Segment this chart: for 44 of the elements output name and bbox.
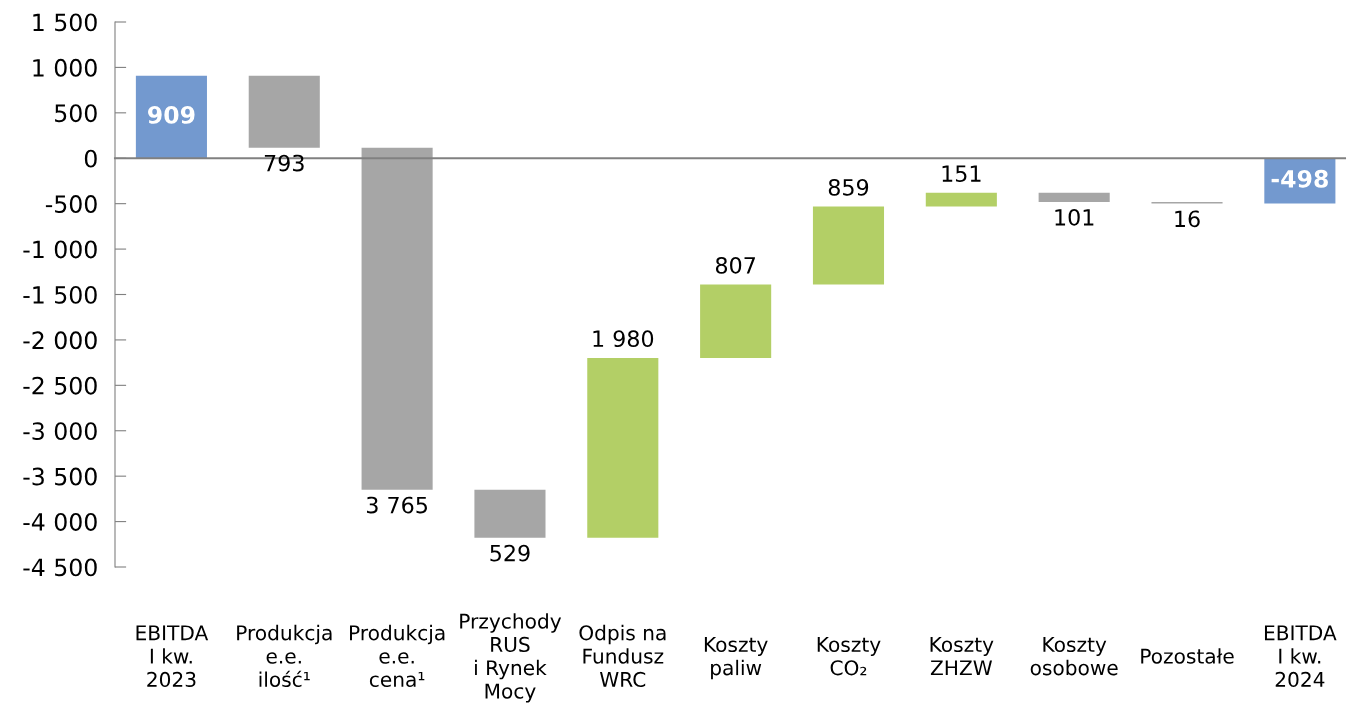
x-tick-label: EBITDA I kw. 2023 (136, 625, 209, 688)
y-tick-label: 1 000 (33, 58, 97, 77)
y-tick-label: -1 500 (23, 285, 97, 304)
x-tick-label: Koszty osobowe (1030, 637, 1118, 676)
bar (587, 357, 659, 538)
data-label: 16 (1175, 210, 1200, 228)
data-label: 151 (942, 165, 981, 183)
data-label: 807 (715, 256, 755, 274)
bar (361, 147, 433, 490)
bar (925, 192, 997, 207)
bar (474, 489, 546, 538)
bar (1038, 192, 1110, 203)
x-tick-label: Pozostałe (1141, 648, 1234, 664)
y-tick-label: -3 500 (23, 467, 97, 486)
y-tick-label: -3 000 (23, 422, 97, 441)
data-label: 1 980 (593, 330, 654, 348)
y-tick-label: -1 000 (23, 240, 97, 259)
y-tick-label: -2 000 (23, 331, 97, 350)
y-tick-label: 0 (84, 149, 97, 168)
x-tick-label: Przychody RUS i Rynek Mocy (460, 613, 562, 703)
bar (248, 75, 320, 148)
x-tick-label: Koszty ZHZW (930, 637, 994, 676)
data-label: 793 (264, 154, 304, 172)
data-label: -498 (1271, 169, 1328, 188)
x-tick-label: Koszty paliw (704, 637, 768, 680)
bar (700, 284, 772, 358)
x-tick-label: Produkcja e.e. ilość¹ (237, 624, 332, 688)
y-tick-label: -500 (45, 195, 97, 213)
data-label: 529 (490, 544, 530, 562)
y-tick-label: 1 500 (33, 13, 97, 32)
y-tick-label: 500 (55, 104, 97, 123)
data-label: 909 (148, 105, 195, 124)
y-tick-label: -4 500 (23, 558, 97, 577)
data-label: 101 (1055, 208, 1094, 226)
x-tick-label: EBITDA I kw. 2024 (1264, 625, 1337, 688)
y-tick-label: -4 000 (23, 513, 97, 531)
y-tick-label: -2 500 (23, 376, 97, 395)
data-label: 3 765 (367, 496, 427, 514)
bar (135, 75, 207, 159)
data-label: 859 (828, 178, 869, 196)
bar (812, 206, 885, 285)
x-tick-label: Odpis na Fundusz WRC (579, 624, 666, 688)
x-tick-label: Koszty CO₂ (817, 637, 881, 676)
x-tick-label: Produkcja e.e. cena¹ (350, 624, 445, 688)
